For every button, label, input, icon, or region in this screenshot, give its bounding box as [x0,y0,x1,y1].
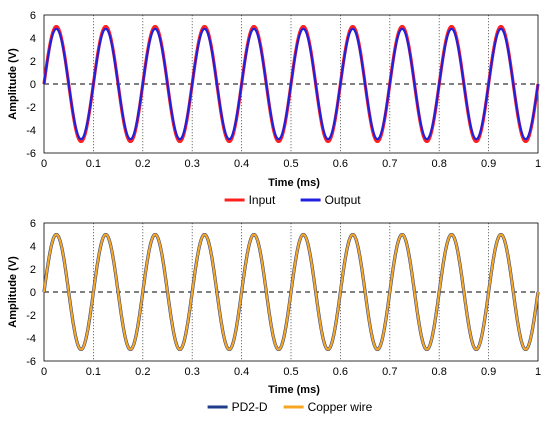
x-tick-label: 0.4 [234,158,249,170]
y-axis-title: Amplitude (V) [7,48,19,120]
series-line-output [42,27,540,141]
x-tick-label: 0 [41,366,47,378]
top-chart: 6 4 2 0 -2 -4 -6 0 0.1 0.2 0.3 0.4 0.5 0.6 0.7 0.8 0.9 1 T… [7,10,541,207]
y-tick-label: 2 [30,264,36,276]
x-tick-label: 0.9 [481,158,496,170]
x-tick-label: 0.5 [283,158,298,170]
x-tick-label: 0.2 [135,158,150,170]
y-tick-label: -6 [26,148,36,160]
legend-label: PD2-D [232,400,268,414]
x-tick-label: 0.6 [333,158,348,170]
y-tick-label: 0 [30,287,36,299]
y-tick-label: -2 [26,310,36,322]
y-tick-label: -4 [26,333,36,345]
bottom-chart: 6 4 2 0 -2 -4 -6 0 0.1 0.2 0.3 0.4 0.5 0.6 0.7 0.8 0.9 1 T… [7,218,541,414]
legend-label: Input [249,193,276,207]
x-tick-label: 0.2 [135,366,150,378]
x-tick-label: 0 [41,158,47,170]
x-tick-label: 0.8 [432,366,447,378]
y-tick-label: -6 [26,356,36,368]
legend-label: Copper wire [308,400,373,414]
x-tick-label: 0.1 [86,366,101,378]
x-tick-label: 0.3 [185,366,200,378]
x-tick-label: 0.6 [333,366,348,378]
x-tick-label: 0.7 [382,158,397,170]
y-tick-label: 4 [30,241,36,253]
x-axis-title: Time (ms) [268,177,320,189]
x-tick-label: 1 [535,158,541,170]
x-tick-label: 0.5 [283,366,298,378]
x-tick-label: 0.7 [382,366,397,378]
x-axis-title: Time (ms) [268,384,320,396]
y-tick-label: -2 [26,102,36,114]
legend-label: Output [325,193,362,207]
x-tick-label: 0.9 [481,366,496,378]
y-tick-label: 2 [30,56,36,68]
y-tick-label: 6 [30,10,36,22]
y-tick-label: 6 [30,218,36,230]
x-tick-label: 1 [535,366,541,378]
x-tick-label: 0.4 [234,366,249,378]
x-tick-label: 0.1 [86,158,101,170]
x-tick-label: 0.3 [185,158,200,170]
y-axis-title: Amplitude (V) [7,256,19,328]
series-line-copper-wire [42,233,540,351]
y-tick-label: 4 [30,33,36,45]
y-tick-label: -4 [26,125,36,137]
x-tick-label: 0.8 [432,158,447,170]
y-tick-label: 0 [30,79,36,91]
